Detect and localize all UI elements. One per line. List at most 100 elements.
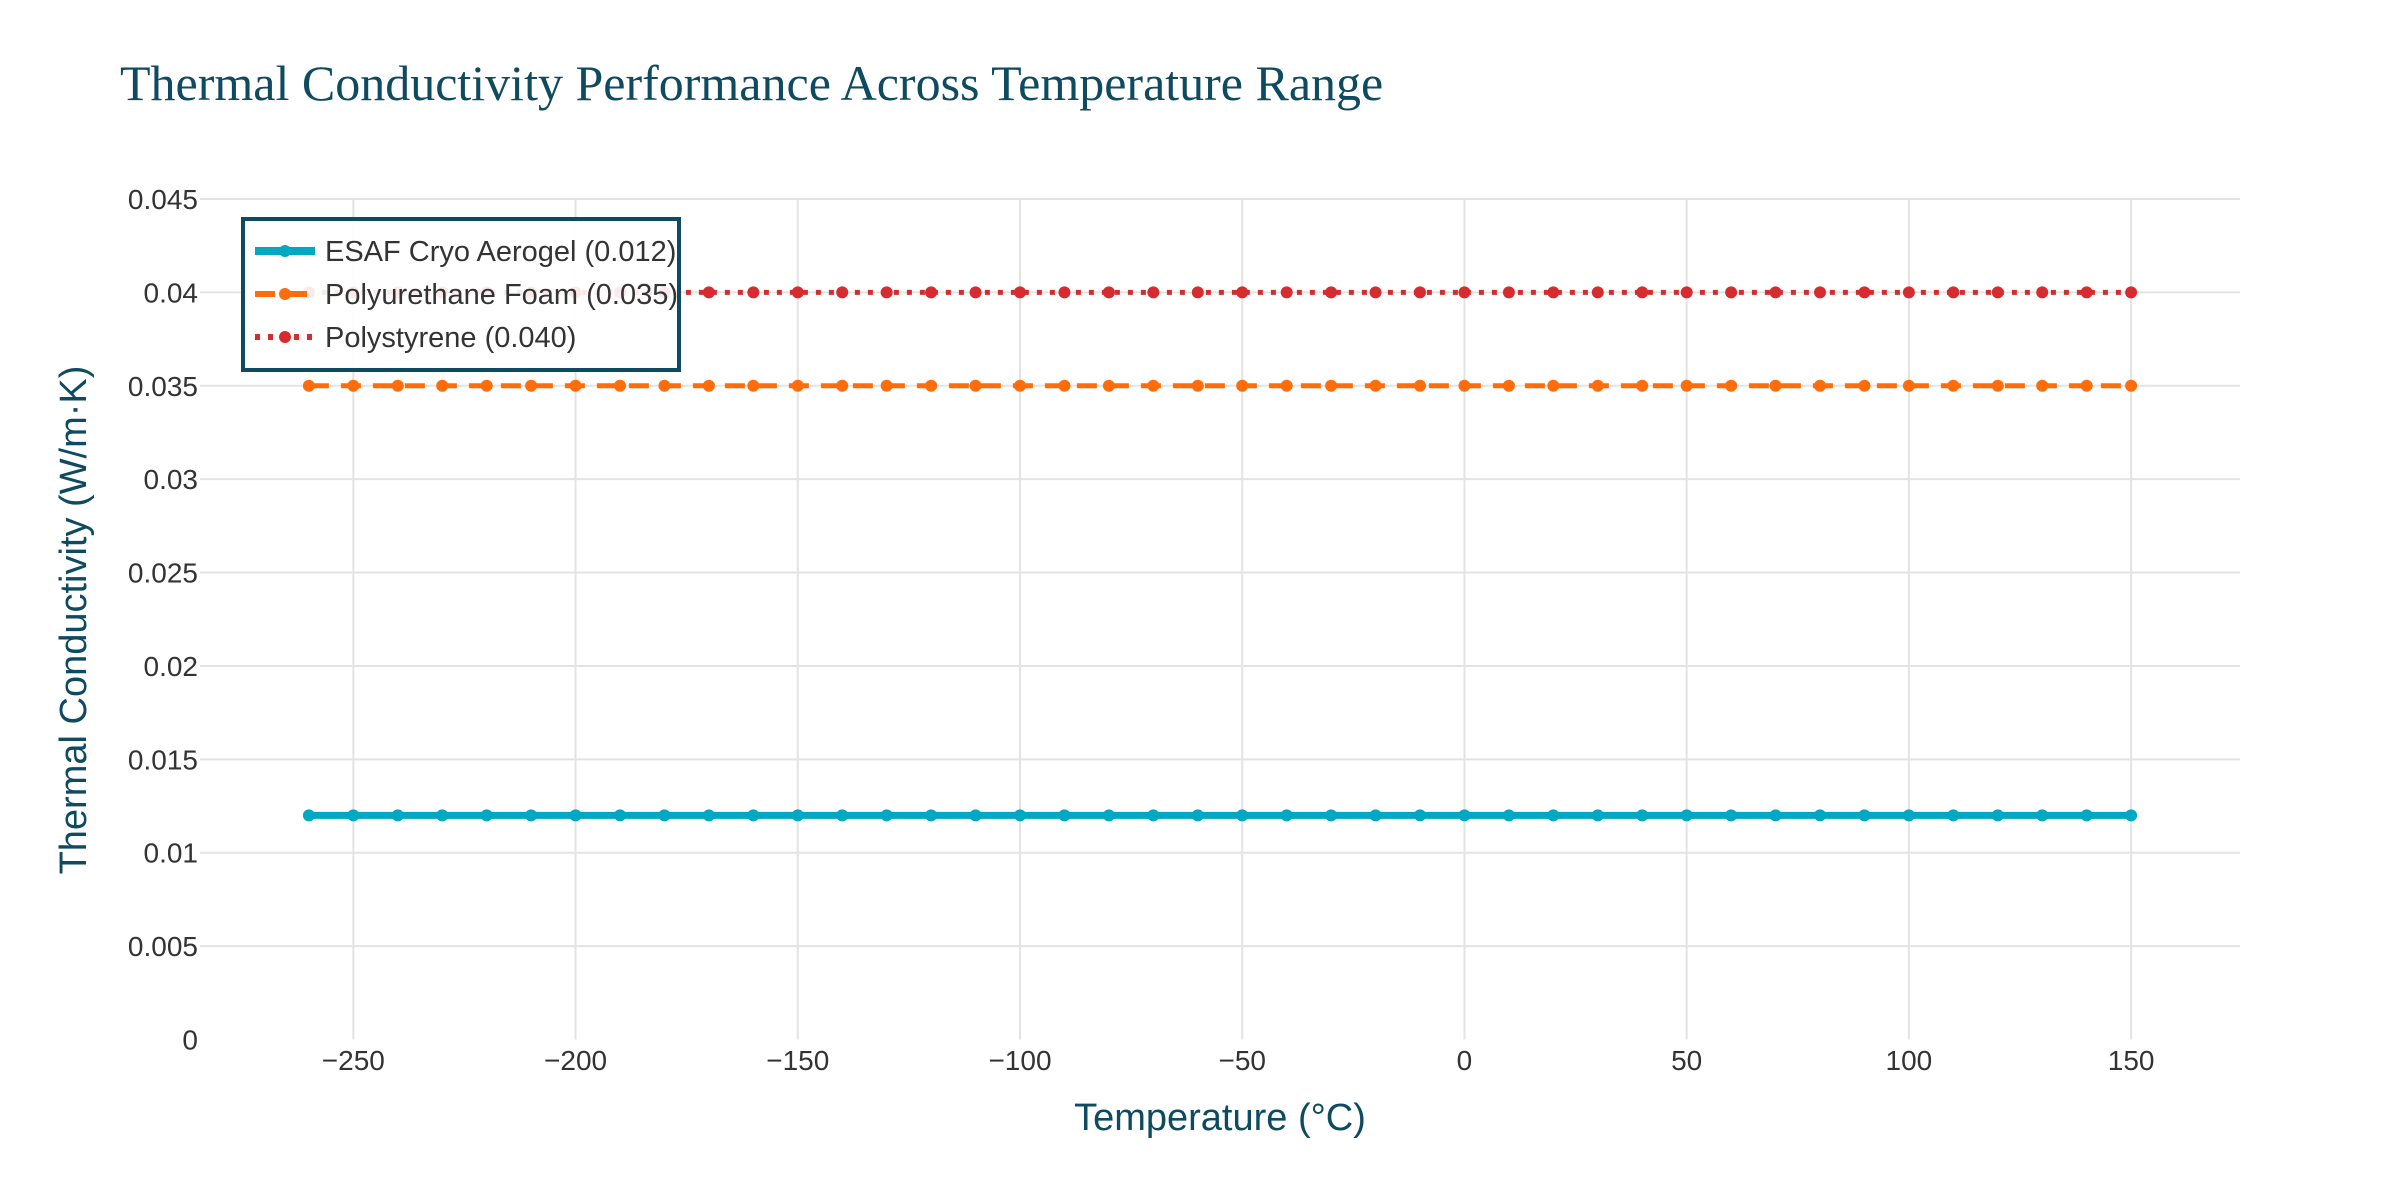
data-point[interactable]	[1547, 286, 1560, 299]
data-point[interactable]	[569, 379, 582, 392]
data-point[interactable]	[1458, 379, 1471, 392]
data-point[interactable]	[1280, 809, 1293, 822]
data-point[interactable]	[1280, 286, 1293, 299]
data-point[interactable]	[1102, 286, 1115, 299]
data-point[interactable]	[1680, 809, 1693, 822]
data-point[interactable]	[1014, 809, 1026, 822]
data-point[interactable]	[836, 286, 849, 299]
data-point[interactable]	[1591, 286, 1604, 299]
data-point[interactable]	[969, 379, 982, 392]
data-point[interactable]	[1414, 379, 1426, 392]
data-point[interactable]	[525, 379, 538, 392]
data-point[interactable]	[2036, 286, 2049, 299]
data-point[interactable]	[391, 379, 404, 392]
data-point[interactable]	[1369, 379, 1382, 392]
data-point[interactable]	[2080, 286, 2093, 299]
data-point[interactable]	[1547, 379, 1560, 392]
data-point[interactable]	[1414, 286, 1426, 299]
data-point[interactable]	[836, 809, 849, 822]
data-point[interactable]	[1947, 379, 1960, 392]
data-point[interactable]	[969, 286, 982, 299]
data-point[interactable]	[1058, 286, 1071, 299]
data-point[interactable]	[791, 379, 804, 392]
data-point[interactable]	[1058, 379, 1071, 392]
data-point[interactable]	[347, 809, 360, 822]
data-point[interactable]	[1591, 379, 1604, 392]
data-point[interactable]	[2036, 379, 2049, 392]
data-point[interactable]	[1058, 809, 1071, 822]
data-point[interactable]	[2036, 809, 2049, 822]
data-point[interactable]	[1902, 809, 1915, 822]
data-point[interactable]	[747, 286, 760, 299]
data-point[interactable]	[1147, 286, 1160, 299]
data-point[interactable]	[2125, 379, 2138, 392]
data-point[interactable]	[614, 809, 626, 822]
data-point[interactable]	[1725, 809, 1738, 822]
data-point[interactable]	[391, 809, 404, 822]
data-point[interactable]	[880, 286, 893, 299]
data-point[interactable]	[1947, 286, 1960, 299]
data-point[interactable]	[2080, 809, 2093, 822]
data-point[interactable]	[347, 379, 360, 392]
data-point[interactable]	[747, 379, 760, 392]
data-point[interactable]	[436, 379, 449, 392]
data-point[interactable]	[1991, 809, 2004, 822]
legend-item[interactable]: Polystyrene (0.040)	[255, 322, 576, 354]
data-point[interactable]	[658, 809, 671, 822]
data-point[interactable]	[1236, 809, 1249, 822]
legend-item[interactable]: Polyurethane Foam (0.035)	[255, 279, 678, 311]
data-point[interactable]	[1858, 286, 1871, 299]
data-point[interactable]	[1814, 286, 1826, 299]
data-point[interactable]	[1102, 379, 1115, 392]
data-point[interactable]	[1191, 286, 1204, 299]
data-point[interactable]	[1369, 809, 1382, 822]
data-point[interactable]	[1458, 809, 1471, 822]
data-point[interactable]	[702, 286, 715, 299]
data-point[interactable]	[1636, 286, 1649, 299]
data-point[interactable]	[969, 809, 982, 822]
data-point[interactable]	[1814, 809, 1826, 822]
data-point[interactable]	[1902, 286, 1915, 299]
data-point[interactable]	[1547, 809, 1560, 822]
data-point[interactable]	[1725, 379, 1738, 392]
data-point[interactable]	[747, 809, 760, 822]
data-point[interactable]	[1680, 379, 1693, 392]
data-point[interactable]	[1280, 379, 1293, 392]
data-point[interactable]	[1769, 379, 1782, 392]
data-point[interactable]	[1014, 286, 1026, 299]
data-point[interactable]	[925, 379, 938, 392]
data-point[interactable]	[1591, 809, 1604, 822]
data-point[interactable]	[791, 286, 804, 299]
data-point[interactable]	[1991, 286, 2004, 299]
data-point[interactable]	[614, 379, 626, 392]
data-point[interactable]	[1636, 809, 1649, 822]
legend[interactable]: ESAF Cryo Aerogel (0.012) Polyurethane Fo…	[241, 217, 681, 372]
data-point[interactable]	[1147, 379, 1160, 392]
data-point[interactable]	[436, 809, 449, 822]
data-point[interactable]	[791, 809, 804, 822]
data-point[interactable]	[1236, 286, 1249, 299]
data-point[interactable]	[880, 379, 893, 392]
data-point[interactable]	[525, 809, 538, 822]
data-point[interactable]	[880, 809, 893, 822]
data-point[interactable]	[1769, 809, 1782, 822]
data-point[interactable]	[1502, 809, 1515, 822]
data-point[interactable]	[1236, 379, 1249, 392]
data-point[interactable]	[480, 809, 493, 822]
data-point[interactable]	[1014, 379, 1026, 392]
data-point[interactable]	[1636, 379, 1649, 392]
data-point[interactable]	[925, 809, 938, 822]
data-point[interactable]	[1991, 379, 2004, 392]
data-point[interactable]	[1769, 286, 1782, 299]
data-point[interactable]	[302, 379, 315, 392]
data-point[interactable]	[1325, 809, 1338, 822]
data-point[interactable]	[302, 809, 315, 822]
data-point[interactable]	[480, 379, 493, 392]
data-point[interactable]	[1502, 379, 1515, 392]
data-point[interactable]	[1458, 286, 1471, 299]
data-point[interactable]	[702, 379, 715, 392]
data-point[interactable]	[1902, 379, 1915, 392]
data-point[interactable]	[1325, 286, 1338, 299]
data-point[interactable]	[1858, 809, 1871, 822]
data-point[interactable]	[1947, 809, 1960, 822]
